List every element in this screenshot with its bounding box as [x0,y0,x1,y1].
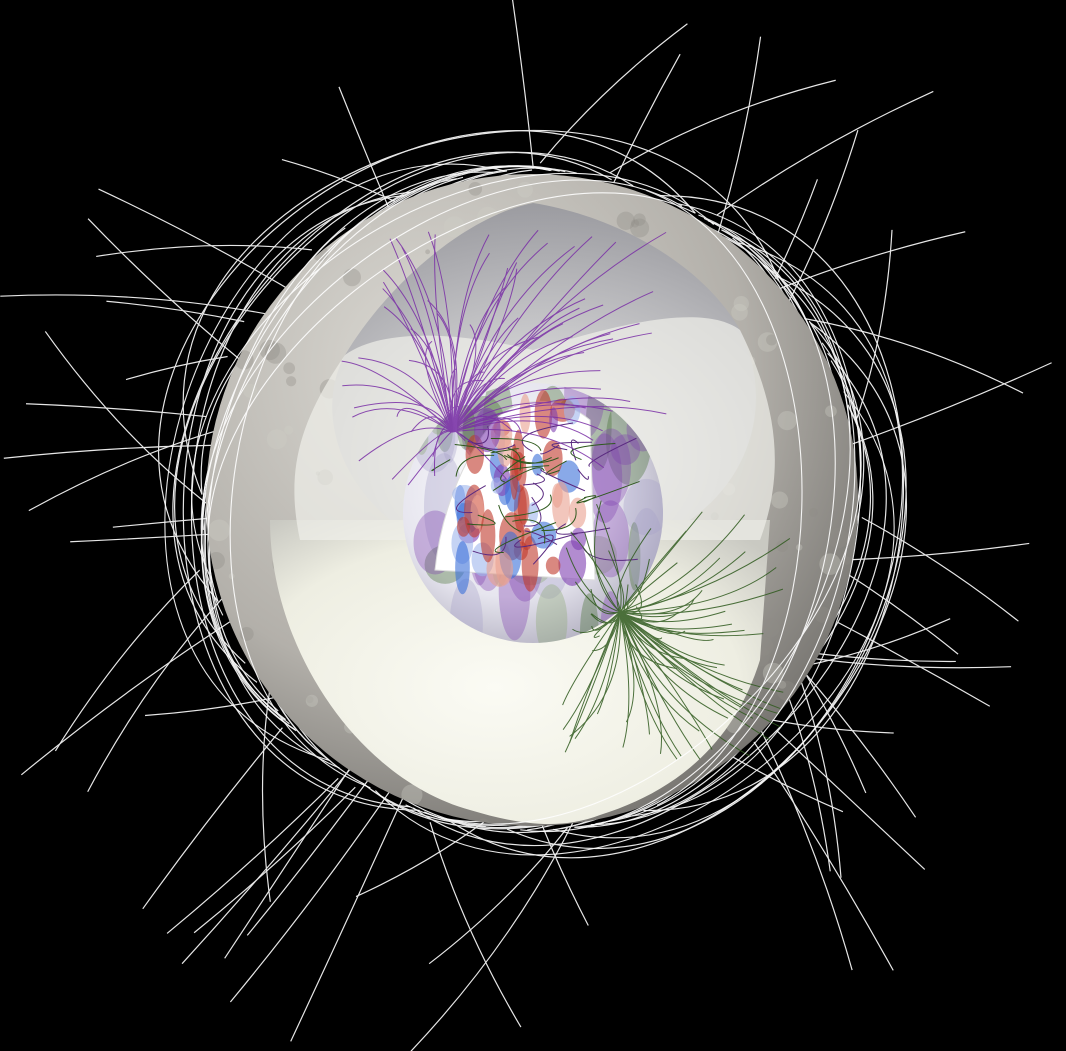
shell-cutaway-lower [270,520,770,825]
magnetic-field-lines-front [164,163,904,856]
south-pole-field-lines [562,500,791,760]
north-pole-field-lines [341,229,667,486]
